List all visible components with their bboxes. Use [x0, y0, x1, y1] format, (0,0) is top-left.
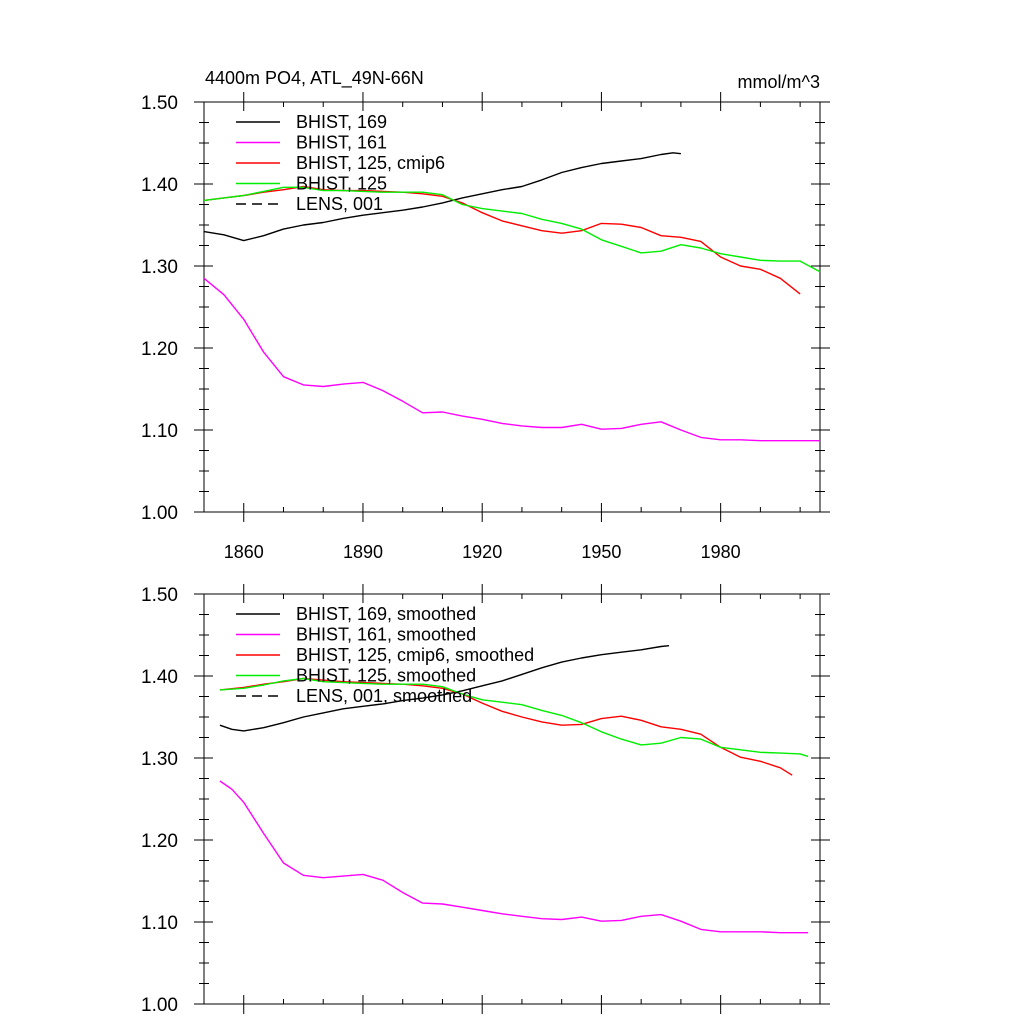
- legend-label: BHIST, 125, cmip6: [296, 153, 445, 173]
- legend-label: BHIST, 125: [296, 174, 387, 194]
- y-tick-label: 1.50: [141, 585, 178, 606]
- y-tick-label: 1.00: [141, 503, 178, 524]
- y-tick-label: 1.30: [141, 749, 178, 770]
- y-tick-label: 1.10: [141, 421, 178, 442]
- series-line: [219, 645, 670, 732]
- chart-title: 4400m PO4, ATL_49N-66N: [205, 68, 424, 89]
- x-tick-label: 1890: [343, 542, 383, 562]
- y-tick-label: 1.00: [141, 995, 178, 1016]
- legend-label: BHIST, 125, smoothed: [296, 666, 476, 686]
- series-line: [203, 152, 681, 242]
- x-tick-label: 1950: [581, 542, 621, 562]
- legend-label: LENS, 001: [296, 194, 383, 214]
- y-tick-label: 1.20: [141, 831, 178, 852]
- top-panel: 4400m PO4, ATL_49N-66N mmol/m^3 1860 1890…: [141, 68, 830, 562]
- y-tick-label: 1.40: [141, 175, 178, 196]
- series-line: [203, 277, 820, 442]
- legend-label: BHIST, 169, smoothed: [296, 604, 476, 624]
- bottom-panel: 1.00 1.10 1.20 1.30 1.40 1.50 BHIST, 169, smoo…: [141, 584, 830, 1016]
- y-tick-label: 1.30: [141, 257, 178, 278]
- y-tick-label: 1.50: [141, 93, 178, 114]
- series-line: [203, 186, 821, 273]
- legend-label: BHIST, 161: [296, 133, 387, 153]
- series-line: [203, 185, 801, 295]
- legend-label: BHIST, 169: [296, 112, 387, 132]
- series-line: [219, 677, 809, 758]
- y-tick-label: 1.20: [141, 339, 178, 360]
- legend-label: BHIST, 125, cmip6, smoothed: [296, 645, 534, 665]
- y-tick-label: 1.10: [141, 913, 178, 934]
- x-tick-label: 1920: [462, 542, 502, 562]
- y-tick-label: 1.40: [141, 667, 178, 688]
- series-line: [219, 677, 793, 776]
- series-line: [219, 780, 809, 934]
- legend-label: BHIST, 161, smoothed: [296, 625, 476, 645]
- legend-label: LENS, 001, smoothed: [296, 686, 472, 706]
- units-label: mmol/m^3: [738, 72, 820, 92]
- x-tick-label: 1980: [701, 542, 741, 562]
- x-tick-label: 1860: [224, 542, 264, 562]
